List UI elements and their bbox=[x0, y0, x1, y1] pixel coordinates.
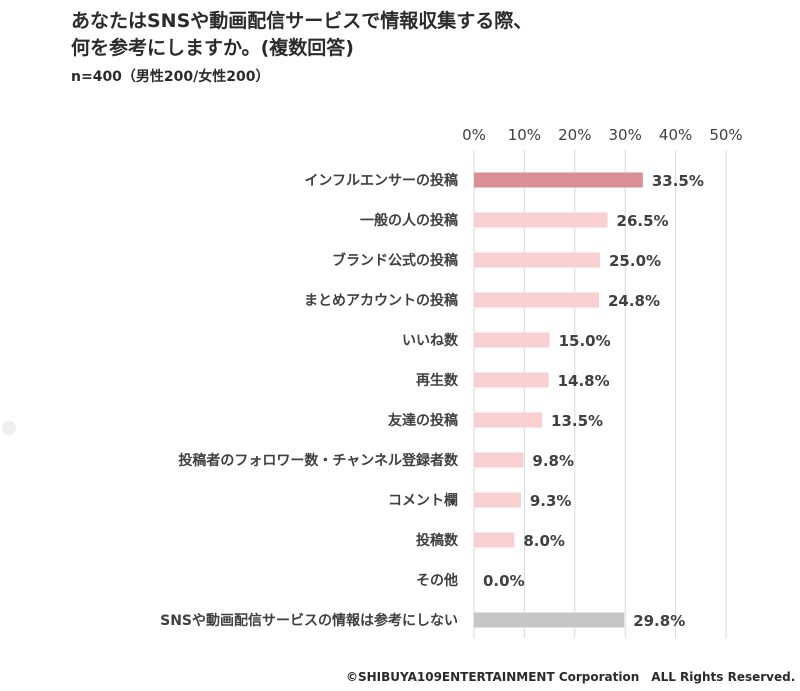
category-label: 友達の投稿 bbox=[388, 412, 458, 429]
chart-title-line-1: あなたはSNSや動画配信サービスで情報収集する際、 bbox=[71, 10, 533, 32]
value-label: 26.5% bbox=[617, 212, 669, 230]
category-label: SNSや動画配信サービスの情報は参考にしない bbox=[160, 612, 458, 629]
category-label: いいね数 bbox=[402, 332, 459, 349]
copyright-notice: ©SHIBUYA109ENTERTAINMENT Corporation ALL… bbox=[346, 670, 796, 684]
x-tick-label: 10% bbox=[508, 126, 541, 144]
category-label: 投稿数 bbox=[416, 532, 459, 549]
chart-title-line-2: 何を参考にしますか。(複数回答) bbox=[71, 37, 354, 59]
value-label: 8.0% bbox=[523, 532, 565, 550]
category-label: 一般の人の投稿 bbox=[360, 212, 458, 229]
bar bbox=[474, 612, 625, 628]
chart-title: あなたはSNSや動画配信サービスで情報収集する際、 何を参考にしますか。(複数回… bbox=[71, 8, 532, 62]
x-tick-label: 50% bbox=[709, 126, 742, 144]
bar bbox=[474, 172, 643, 188]
bar bbox=[474, 212, 608, 228]
value-label: 14.8% bbox=[558, 372, 610, 390]
value-label: 0.0% bbox=[483, 572, 525, 590]
x-tick-label: 30% bbox=[609, 126, 642, 144]
category-label: 再生数 bbox=[416, 372, 459, 389]
bar bbox=[474, 292, 599, 308]
x-tick-label: 40% bbox=[659, 126, 692, 144]
bar bbox=[474, 452, 524, 468]
bar bbox=[474, 252, 600, 268]
value-label: 29.8% bbox=[633, 612, 685, 630]
value-label: 13.5% bbox=[551, 412, 603, 430]
value-label: 24.8% bbox=[608, 292, 660, 310]
value-label: 25.0% bbox=[609, 252, 661, 270]
value-label: 33.5% bbox=[652, 172, 704, 190]
bar bbox=[474, 492, 521, 508]
bar bbox=[474, 412, 543, 428]
bar bbox=[474, 372, 549, 388]
category-label: その他 bbox=[416, 572, 458, 589]
value-label: 9.8% bbox=[532, 452, 574, 470]
bar bbox=[474, 532, 515, 548]
value-label: 15.0% bbox=[559, 332, 611, 350]
category-label: コメント欄 bbox=[388, 492, 458, 509]
category-label: ブランド公式の投稿 bbox=[332, 252, 458, 269]
bar bbox=[474, 332, 550, 348]
sample-size-note: n=400（男性200/女性200） bbox=[71, 69, 270, 85]
category-label: インフルエンサーの投稿 bbox=[304, 172, 458, 189]
x-tick-label: 20% bbox=[558, 126, 591, 144]
x-tick-label: 0% bbox=[462, 126, 486, 144]
value-label: 9.3% bbox=[530, 492, 572, 510]
side-dot-decoration bbox=[2, 421, 16, 435]
category-label: まとめアカウントの投稿 bbox=[304, 292, 458, 309]
category-label: 投稿者のフォロワー数・チャンネル登録者数 bbox=[178, 452, 459, 469]
